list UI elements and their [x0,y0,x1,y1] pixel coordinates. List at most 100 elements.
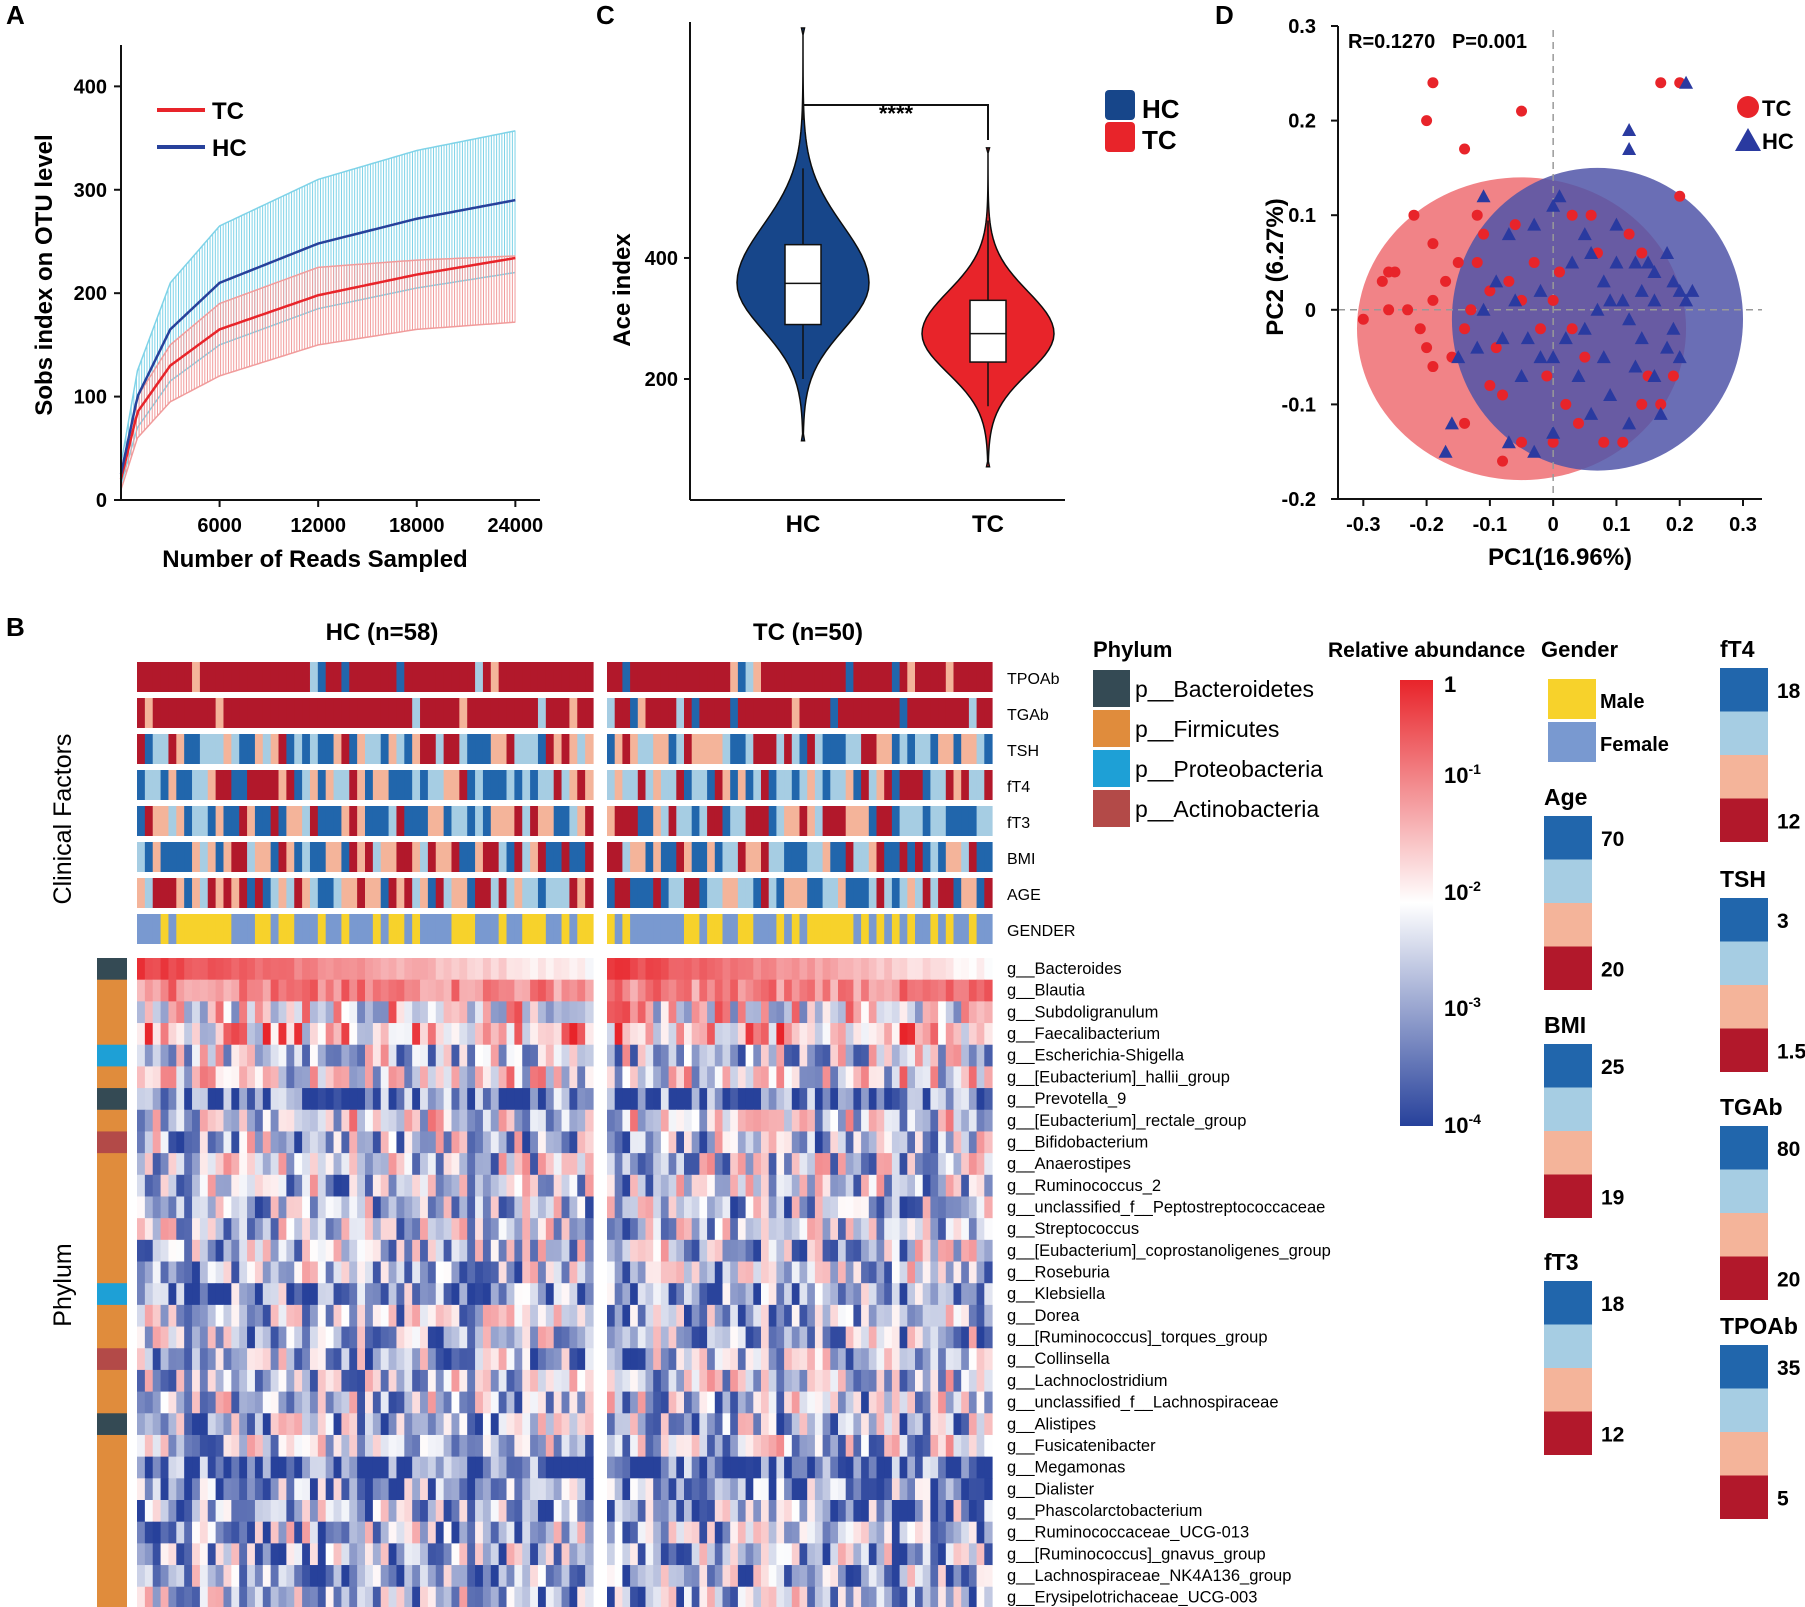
b-heat-cell [637,1326,647,1349]
b-heat-cell [737,1066,747,1089]
b-clinical-cell [907,806,916,836]
b-heat-cell [845,1088,854,1111]
b-clinical-cell [333,734,343,764]
b-heat-cell [286,1283,295,1306]
b-heat-cell [404,1543,413,1566]
b-heat-cell [830,1174,839,1197]
b-heat-cell [630,1391,639,1414]
b-heat-cell [184,979,193,1002]
b-clinical-cell [270,914,280,944]
b-heat-cell [630,1283,639,1306]
b-heat-cell [349,1066,358,1089]
b-clinical-cell [380,806,390,836]
b-heat-cell [853,1565,862,1588]
b-heat-cell [915,1456,924,1479]
b-genus-label: g__Erysipelotrichaceae_UCG-003 [1007,1589,1257,1607]
b-clinical-cell [365,698,374,728]
b-clinical-cell [691,662,700,692]
b-heat-cell [945,1326,955,1349]
b-heat-cell [317,1044,327,1067]
b-heat-cell [309,1521,319,1544]
b-heat-cell [372,1023,382,1046]
b-clinical-cell [938,698,947,728]
b-heat-cell [676,1500,685,1523]
b-heat-cell [341,1153,350,1176]
b-heat-cell [365,1239,374,1263]
b-clinical-cell [404,770,413,800]
a-error-envelope-lower-tc [120,321,516,490]
b-heat-cell [561,1131,571,1154]
b-heat-cell [537,1326,547,1349]
b-heat-cell [380,1283,390,1306]
b-heat-cell [160,1413,170,1436]
b-clinical-cell [396,770,405,800]
b-clinical-cell [215,698,225,728]
b-clinical-cell [884,878,893,908]
b-heat-cell [922,1261,931,1284]
b-heat-cell [630,1369,639,1393]
b-heat-cell [184,1001,193,1024]
b-heat-cell [676,1196,685,1219]
b-heat-cell [160,1478,170,1501]
b-heat-cell [845,1174,854,1197]
b-heat-cell [961,979,970,1002]
b-clinical-cell [553,734,563,764]
b-heat-cell [799,1044,808,1067]
b-heat-cell [822,1348,831,1371]
b-heat-cell [699,1109,708,1132]
b-clinical-cell [668,842,677,872]
b-clinical-cell [814,698,824,728]
b-heat-cell [561,1239,571,1263]
b-heat-cell [420,1304,429,1328]
b-heat-cell [530,1413,539,1436]
b-heat-cell [482,1088,492,1111]
b-heat-cell [490,1218,500,1241]
b-clinical-cell [498,734,508,764]
b-heat-cell [891,1131,901,1154]
b-heat-cell [144,1023,154,1046]
b-heat-cell [684,979,693,1002]
b-heat-cell [730,958,739,981]
b-clinical-cell [622,770,631,800]
b-heat-cell [239,1348,248,1371]
b-heat-cell [968,1088,978,1111]
b-heat-cell [404,1348,413,1371]
b-heat-cell [388,1174,398,1197]
b-heat-cell [907,1174,916,1197]
b-heat-cell [325,1304,335,1328]
b-heat-cell [412,1565,421,1588]
b-heat-cell [144,1304,154,1328]
b-clinical-cell [930,914,939,944]
b-heat-cell [553,1543,563,1566]
b-heat-cell [776,1478,785,1501]
b-heat-cell [325,1153,335,1176]
b-genus-label: g__Streptococcus [1007,1220,1139,1238]
b-clinical-cell [207,878,217,908]
b-clinical-cell [475,842,484,872]
b-heat-cell [569,1044,578,1067]
b-heat-cell [372,1586,382,1607]
b-heat-cell [699,1044,708,1067]
b-clinical-cell [745,842,754,872]
b-heat-cell [388,1456,398,1479]
b-clinical-cell [807,770,816,800]
b-heat-cell [784,1326,793,1349]
b-heat-cell [207,1001,217,1024]
b-clinical-cell [730,662,739,692]
b-heat-cell [907,1434,916,1458]
b-heat-cell [853,1304,862,1328]
b-clinical-cell [490,662,500,692]
b-heat-cell [907,1478,916,1501]
b-heat-cell [443,1239,453,1263]
b-clinical-cell [745,734,754,764]
b-heat-cell [325,1326,335,1349]
b-heat-cell [577,1413,586,1436]
b-heat-cell [412,1413,421,1436]
b-heat-cell [984,1478,993,1501]
b-heat-cell [545,1500,555,1523]
b-heat-cell [915,1391,924,1414]
b-heat-cell [262,1348,272,1371]
b-clinical-cell [396,878,405,908]
b-heat-cell [753,1218,762,1241]
d-point-hc [1584,246,1599,260]
